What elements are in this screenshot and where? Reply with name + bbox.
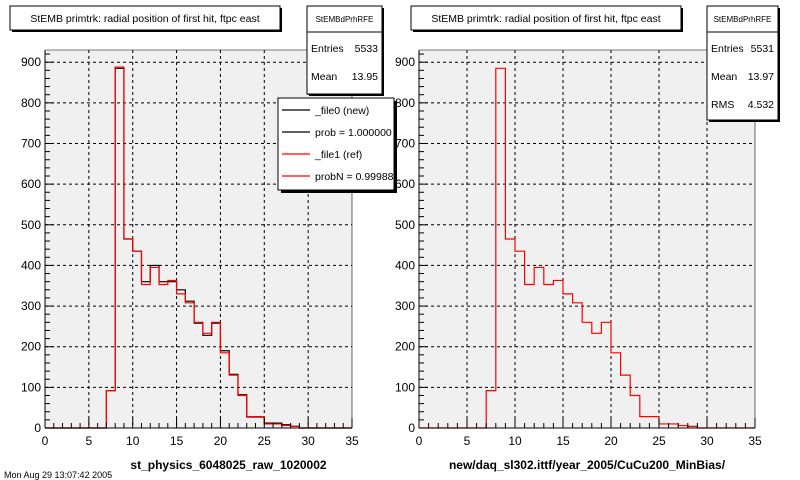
- x-axis-label: st_physics_6048025_raw_1020002: [130, 458, 326, 472]
- y-tick-label: 400: [395, 258, 415, 272]
- y-tick-label: 800: [395, 96, 415, 110]
- x-tick-label: 20: [604, 434, 618, 448]
- stats-label: Entries: [711, 43, 744, 55]
- y-tick-label: 900: [21, 55, 41, 69]
- y-tick-label: 900: [395, 55, 415, 69]
- x-tick-label: 10: [508, 434, 522, 448]
- stats-name: StEMBdPrhRFE: [714, 15, 772, 24]
- plot-left: 0 5 10 15 20 25 30 35 0 100 200 300 400 500 600 700 800 9…: [9, 5, 397, 472]
- stats-value: 5531: [751, 43, 775, 55]
- y-tick-label: 500: [21, 218, 41, 232]
- stats-value: 4.532: [748, 99, 774, 111]
- y-tick-label: 700: [21, 136, 41, 150]
- y-tick-label: 800: [21, 96, 41, 110]
- y-tick-label: 600: [21, 177, 41, 191]
- stats-label: Mean: [311, 71, 337, 83]
- stats-label: Entries: [311, 43, 344, 55]
- stats-box: [706, 5, 779, 121]
- y-tick-label: 100: [21, 380, 41, 394]
- y-tick-label: 200: [21, 340, 41, 354]
- y-tick-label: 600: [395, 177, 415, 191]
- x-tick-label: 35: [748, 434, 762, 448]
- stats-label: RMS: [711, 99, 734, 111]
- histogram-series: [419, 67, 755, 429]
- plot-right: 0 5 10 15 20 25 30 35 0 100 200 300 400 500 600 700 800 9…: [395, 5, 780, 472]
- y-tick-label: 400: [21, 258, 41, 272]
- legend: _file0 (new) prob = 1.000000 _file1 (ref) p…: [277, 97, 397, 193]
- chart-title: StEMB primtrk: radial position of first …: [431, 13, 660, 25]
- x-tick-label: 10: [126, 434, 140, 448]
- x-tick-label: 30: [700, 434, 714, 448]
- x-tick-label: 35: [345, 434, 359, 448]
- timestamp: Mon Aug 29 13:07:42 2005: [4, 470, 112, 480]
- x-tick-label: 0: [416, 434, 423, 448]
- histogram-series: [45, 66, 352, 429]
- x-tick-label: 5: [464, 434, 471, 448]
- x-tick-label: 25: [652, 434, 666, 448]
- legend-label: probN = 0.99988: [315, 171, 394, 183]
- stats-label: Mean: [711, 71, 737, 83]
- x-tick-label: 0: [42, 434, 49, 448]
- y-tick-label: 0: [34, 421, 41, 435]
- y-tick-label: 100: [395, 380, 415, 394]
- plot-frame: [419, 50, 755, 428]
- x-tick-label: 25: [258, 434, 272, 448]
- y-tick-label: 300: [21, 299, 41, 313]
- y-tick-label: 300: [395, 299, 415, 313]
- x-tick-label: 20: [214, 434, 228, 448]
- legend-entries: _file0 (new) prob = 1.000000 _file1 (ref) p…: [282, 105, 394, 183]
- title-box: [9, 5, 281, 31]
- x-tick-label: 30: [301, 434, 315, 448]
- y-tick-label: 0: [408, 421, 415, 435]
- x-tick-label: 5: [86, 434, 93, 448]
- stats-value: 13.97: [748, 71, 774, 83]
- legend-label: prob = 1.000000: [315, 127, 392, 139]
- stats-box: [306, 5, 383, 95]
- y-tick-label: 700: [395, 136, 415, 150]
- legend-label: _file0 (new): [314, 105, 369, 117]
- stats-value: 5533: [355, 43, 379, 55]
- x-axis-label: new/daq_sl302.ittf/year_2005/CuCu200_Min…: [449, 458, 726, 472]
- title-box: [410, 5, 682, 31]
- chart-title: StEMB primtrk: radial position of first …: [30, 13, 259, 25]
- stats-name: StEMBdPrhRFE: [316, 15, 374, 24]
- y-tick-label: 500: [395, 218, 415, 232]
- x-tick-label: 15: [556, 434, 570, 448]
- stats-value: 13.95: [352, 71, 378, 83]
- legend-label: _file1 (ref): [314, 149, 362, 161]
- x-tick-label: 15: [170, 434, 184, 448]
- y-tick-label: 200: [395, 340, 415, 354]
- legend-box: [277, 97, 395, 191]
